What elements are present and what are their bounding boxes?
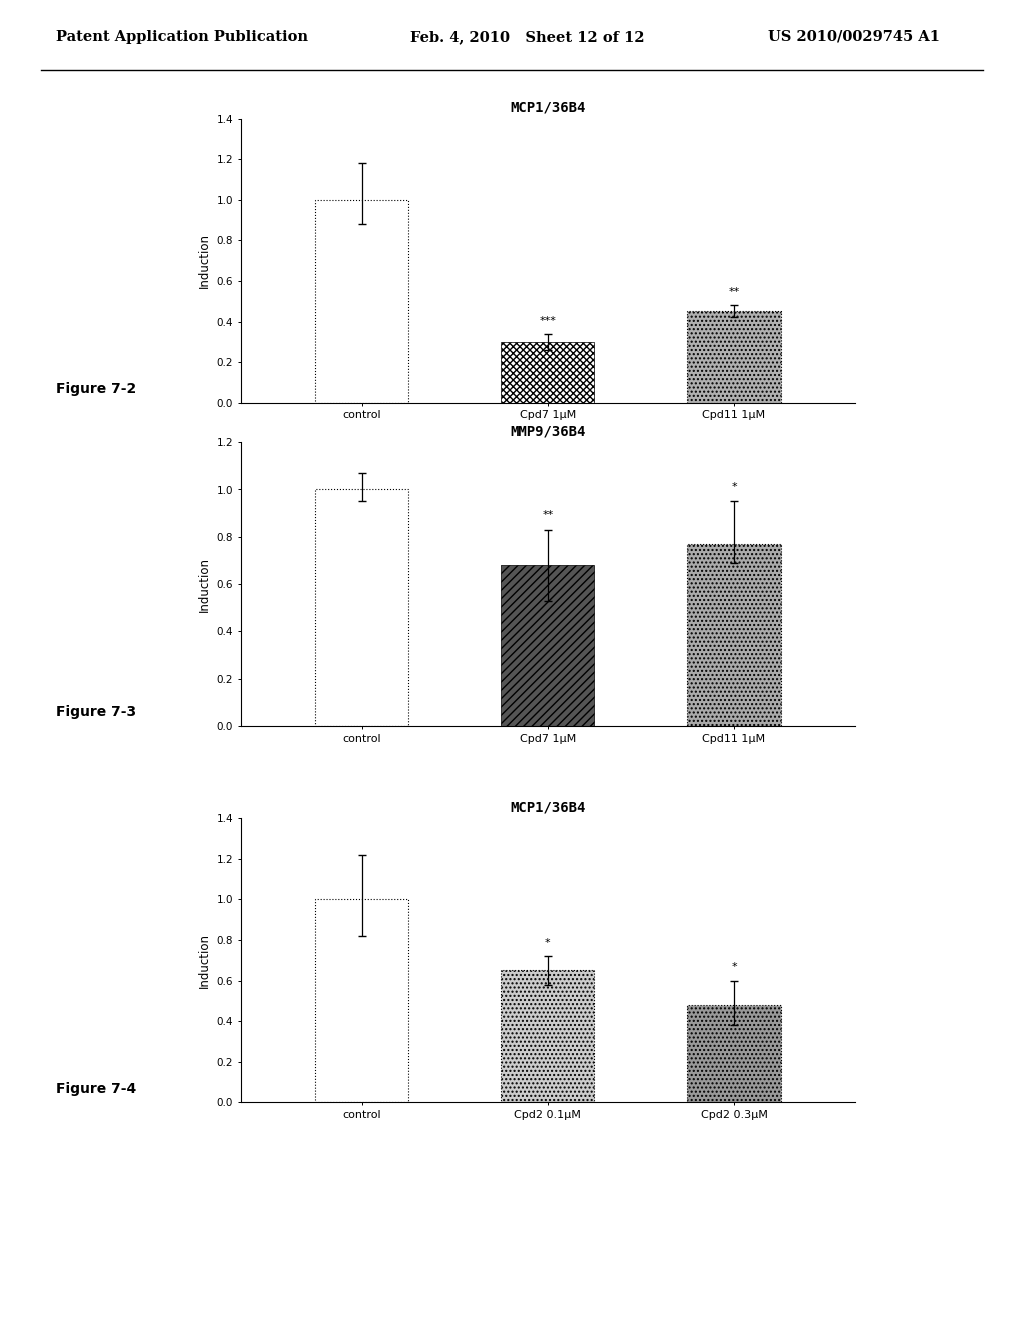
Bar: [502, 565, 594, 726]
Text: Figure 7-3: Figure 7-3: [56, 705, 136, 719]
Bar: [315, 199, 409, 403]
Bar: [687, 312, 780, 403]
Bar: [687, 544, 780, 726]
Text: **: **: [728, 288, 739, 297]
Bar: [687, 1005, 780, 1102]
Text: Feb. 4, 2010   Sheet 12 of 12: Feb. 4, 2010 Sheet 12 of 12: [410, 30, 644, 44]
Title: MCP1/36B4: MCP1/36B4: [510, 100, 586, 115]
Text: Figure 7-2: Figure 7-2: [56, 381, 136, 396]
Text: *: *: [545, 939, 551, 948]
Y-axis label: Induction: Induction: [198, 234, 211, 288]
Bar: [502, 342, 594, 403]
Bar: [315, 899, 409, 1102]
Text: **: **: [543, 511, 553, 520]
Text: US 2010/0029745 A1: US 2010/0029745 A1: [768, 30, 940, 44]
Text: *: *: [731, 482, 737, 492]
Y-axis label: Induction: Induction: [198, 557, 211, 611]
Text: *: *: [731, 962, 737, 973]
Text: ***: ***: [540, 315, 556, 326]
Title: MMP9/36B4: MMP9/36B4: [510, 424, 586, 438]
Bar: [315, 490, 409, 726]
Title: MCP1/36B4: MCP1/36B4: [510, 800, 586, 814]
Text: Figure 7-4: Figure 7-4: [56, 1081, 136, 1096]
Text: Patent Application Publication: Patent Application Publication: [56, 30, 308, 44]
Y-axis label: Induction: Induction: [198, 933, 211, 987]
Bar: [502, 970, 594, 1102]
